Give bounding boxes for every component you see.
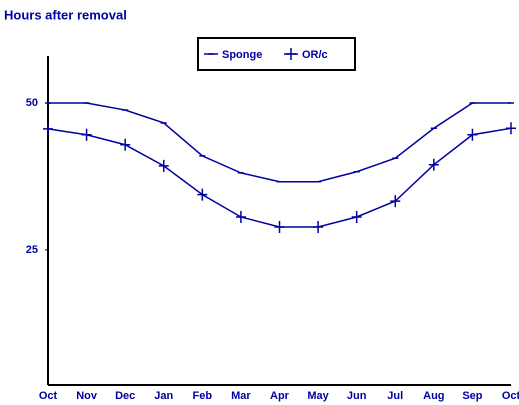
x-tick-label: Dec (115, 390, 135, 402)
x-tick-label: Aug (423, 390, 444, 402)
marker (390, 195, 401, 208)
series-line (47, 127, 512, 228)
x-tick-label: Sep (462, 390, 482, 402)
y-tick-label: 25 (26, 244, 38, 256)
x-tick-label: Oct (502, 390, 519, 402)
marker (120, 138, 131, 151)
legend-label: OR/c (302, 49, 328, 61)
marker (235, 210, 246, 223)
marker (506, 122, 516, 135)
chart-title: Hours after removal (4, 7, 127, 22)
x-tick-label: Jan (154, 390, 173, 402)
marker (467, 128, 478, 141)
marker (158, 159, 169, 172)
y-tick-label: 50 (26, 97, 38, 109)
marker (313, 220, 324, 233)
marker (43, 122, 53, 135)
x-tick-label: Jun (347, 390, 367, 402)
x-tick-label: Jul (387, 390, 403, 402)
marker (274, 220, 285, 233)
marker (81, 128, 92, 141)
marker (197, 188, 208, 201)
legend-marker (286, 48, 296, 60)
x-tick-label: Mar (231, 390, 251, 402)
legend-label: Sponge (222, 49, 262, 61)
marker (351, 210, 362, 223)
x-tick-label: Nov (76, 390, 98, 402)
x-tick-label: Oct (39, 390, 58, 402)
x-tick-label: Apr (270, 390, 290, 402)
legend-box (197, 37, 356, 71)
marker (428, 158, 439, 171)
x-tick-label: May (307, 390, 329, 402)
x-tick-label: Feb (193, 390, 213, 402)
